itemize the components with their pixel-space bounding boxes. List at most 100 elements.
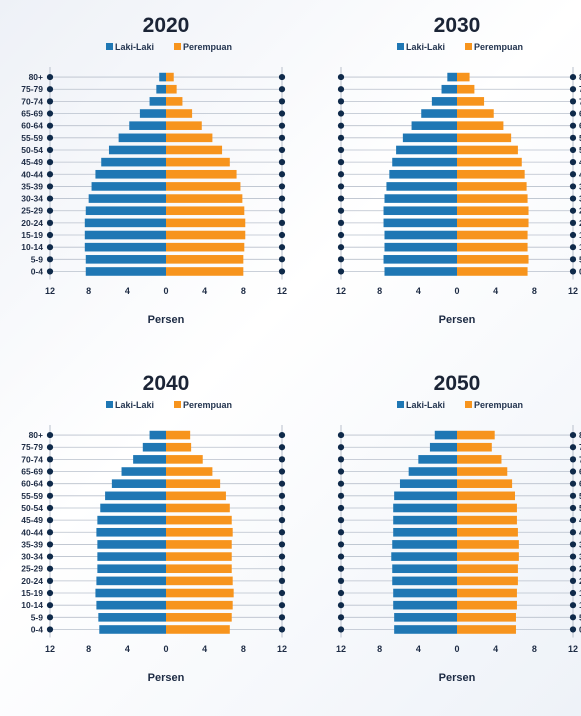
x-tick-label: 8: [86, 286, 91, 296]
age-group-label: 70-74: [21, 454, 43, 464]
bar-male: [389, 169, 457, 179]
age-group-label: 50-54: [579, 145, 581, 155]
bar-female: [457, 588, 517, 598]
row-dot-right: [278, 110, 286, 117]
row-dot-right: [569, 183, 577, 190]
row-dot-left: [46, 146, 54, 154]
age-group-label: 40-44: [579, 169, 581, 179]
bar-male: [393, 527, 457, 537]
row-dot-right: [569, 195, 577, 202]
row-dot-left: [337, 256, 345, 263]
legend-swatch-male: [106, 401, 113, 408]
bar-female: [457, 267, 528, 276]
age-group-label: 60-64: [579, 121, 581, 131]
x-tick-label: 4: [416, 644, 421, 654]
row-dot-right: [569, 602, 577, 609]
bar-female: [457, 169, 525, 179]
bar-male: [100, 503, 166, 513]
legend-label-male: Laki-Laki: [406, 42, 445, 52]
row-dot-left: [337, 86, 345, 93]
bar-female: [457, 613, 516, 622]
row-dot-right: [278, 146, 286, 154]
bar-female: [457, 576, 518, 586]
bar-female: [457, 194, 528, 203]
bar-male: [111, 479, 166, 488]
age-group-label: 0-4: [31, 266, 44, 276]
row-dot-right: [278, 577, 286, 584]
row-dot-left: [46, 577, 54, 584]
age-group-label: 30-34: [579, 194, 581, 204]
legend-label-male: Laki-Laki: [115, 42, 154, 52]
row-dot-right: [278, 517, 286, 524]
age-group-label: 65-69: [579, 467, 581, 477]
row-dot-left: [337, 504, 345, 512]
row-dot-right: [278, 541, 286, 548]
chart-title: 2050: [434, 372, 481, 395]
bar-female: [457, 182, 527, 191]
row-dot-left: [337, 134, 345, 141]
bar-female: [166, 588, 234, 598]
bar-male: [393, 503, 457, 513]
age-group-label: 15-19: [21, 588, 43, 598]
bar-female: [457, 133, 512, 143]
row-dot-left: [46, 456, 54, 463]
x-tick-label: 4: [202, 286, 207, 296]
x-tick-label: 8: [377, 644, 382, 654]
row-dot-right: [569, 231, 577, 239]
row-dot-right: [569, 159, 577, 166]
age-group-label: 25-29: [21, 564, 43, 574]
row-dot-right: [569, 134, 577, 141]
x-axis-label: Persen: [148, 314, 185, 326]
row-dot-left: [337, 110, 345, 117]
row-dot-left: [46, 244, 54, 251]
bar-female: [166, 169, 237, 179]
bar-female: [457, 218, 529, 228]
row-dot-left: [337, 159, 345, 166]
row-dot-left: [337, 529, 345, 536]
bar-female: [166, 97, 183, 106]
age-group-label: 30-34: [579, 552, 581, 562]
row-dot-right: [278, 614, 286, 621]
row-dot-right: [569, 541, 577, 548]
row-dot-right: [569, 480, 577, 487]
bar-male: [429, 442, 457, 452]
row-dot-left: [337, 577, 345, 584]
row-dot-right: [278, 504, 286, 512]
bar-male: [408, 467, 457, 476]
bar-male: [447, 72, 457, 82]
age-group-label: 45-49: [21, 157, 43, 167]
age-group-label: 30-34: [21, 552, 43, 562]
bar-female: [457, 109, 494, 118]
age-group-label: 55-59: [21, 133, 43, 143]
bar-male: [394, 491, 457, 501]
age-group-label: 45-49: [21, 515, 43, 525]
bar-female: [166, 491, 226, 501]
bar-male: [383, 255, 457, 264]
row-dot-right: [569, 110, 577, 117]
row-dot-right: [569, 589, 577, 597]
row-dot-right: [569, 468, 577, 475]
row-dot-left: [337, 626, 345, 633]
bar-female: [166, 157, 230, 167]
row-dot-left: [337, 444, 345, 451]
bar-male: [431, 97, 457, 106]
row-dot-left: [46, 159, 54, 166]
row-dot-right: [278, 553, 286, 560]
row-dot-right: [569, 122, 577, 129]
legend-label-female: Perempuan: [474, 400, 523, 410]
age-group-label: 75-79: [21, 442, 43, 452]
bar-female: [166, 479, 221, 488]
bar-male: [392, 157, 457, 167]
bar-male: [129, 121, 166, 130]
row-dot-left: [337, 122, 345, 129]
legend-label-male: Laki-Laki: [406, 400, 445, 410]
x-tick-label: 4: [125, 286, 130, 296]
row-dot-left: [337, 517, 345, 524]
row-dot-right: [278, 492, 286, 499]
age-group-label: 80+: [29, 72, 43, 82]
chart-title: 2030: [434, 14, 481, 37]
row-dot-left: [337, 207, 345, 214]
age-group-label: 10-14: [21, 600, 43, 610]
row-dot-right: [569, 146, 577, 154]
legend-swatch-female: [174, 43, 181, 50]
